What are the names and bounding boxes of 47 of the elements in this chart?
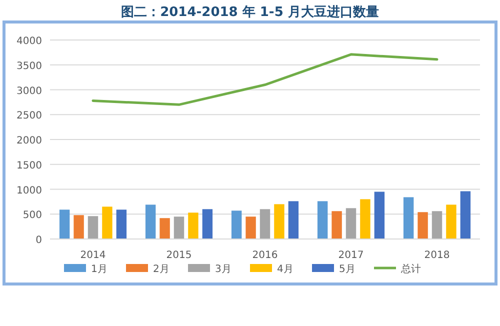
bar [460,191,471,239]
y-tick-label: 4000 [16,36,42,47]
bar [360,199,370,239]
legend-label: 2月 [153,264,170,275]
y-tick-label: 3000 [16,86,42,97]
bar [260,209,270,239]
title: 图二：2014-2018 年 1-5 月大豆进口数量 [121,5,379,20]
line-series [92,53,438,106]
legend-label: 5月 [339,264,356,275]
x-tick-label: 2014 [80,250,106,261]
legend-label: 1月 [91,264,108,275]
y-tick-label: 500 [22,210,42,222]
x-tick-label: 2017 [338,250,364,261]
bar [288,201,299,239]
y-tick-label: 0 [36,235,42,246]
bar [88,216,98,239]
legend-label: 3月 [215,264,232,275]
bar [160,218,170,239]
y-tick-label: 3500 [16,60,42,72]
bar [102,206,112,239]
bar [231,210,242,239]
y-tick-label: 2000 [16,136,42,146]
bar [403,197,414,239]
bar [274,204,284,239]
bar [116,210,127,239]
bar [346,208,356,239]
y-tick-label: 1000 [16,185,42,196]
bar [188,212,198,239]
bar [174,216,184,239]
y-tick-label: 2500 [16,110,42,122]
legend-label: 总计 [400,263,421,275]
bar [246,216,256,239]
bar [74,215,84,239]
bar [202,209,213,239]
bar [432,211,442,239]
bar [317,201,328,239]
x-tick-label: 2018 [424,250,450,261]
bar [332,211,342,239]
bar [418,212,428,239]
bar [446,204,456,239]
bar [59,210,70,239]
bar [145,204,156,239]
x-tick-label: 2015 [166,250,192,261]
x-tick-label: 2016 [252,250,278,261]
bar [374,192,385,239]
legend-label: 4月 [277,264,294,275]
y-tick-label: 1500 [16,160,42,172]
